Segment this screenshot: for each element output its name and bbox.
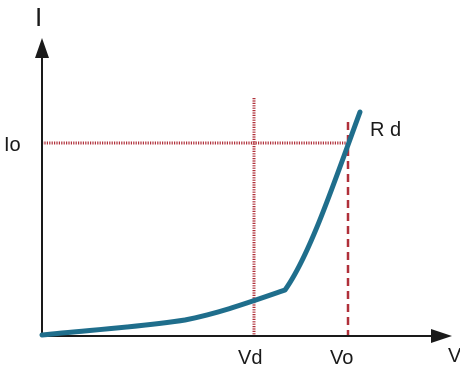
y-axis-label: I [35,2,42,32]
vd-label: Vd [238,347,262,366]
io-label: Io [4,134,21,156]
y-axis-arrow-icon [35,38,49,58]
x-axis-label: V [448,345,460,366]
rd-label: R d [370,119,401,141]
vo-label: Vo [330,347,353,366]
iv-curve [39,109,363,338]
x-axis-arrow-icon [431,329,452,343]
